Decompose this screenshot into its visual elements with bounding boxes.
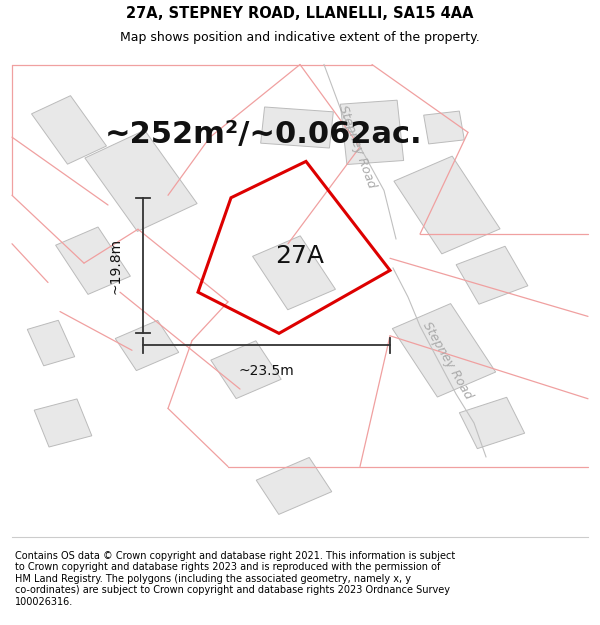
Polygon shape (32, 96, 106, 164)
Polygon shape (392, 304, 496, 397)
Text: ~19.8m: ~19.8m (109, 238, 123, 294)
Polygon shape (34, 399, 92, 447)
Polygon shape (115, 321, 179, 371)
Text: Stepney Road: Stepney Road (336, 104, 378, 190)
Text: ~23.5m: ~23.5m (239, 364, 294, 378)
Polygon shape (85, 130, 197, 231)
Text: Contains OS data © Crown copyright and database right 2021. This information is : Contains OS data © Crown copyright and d… (15, 551, 455, 607)
Polygon shape (424, 111, 464, 144)
Polygon shape (253, 236, 335, 310)
Polygon shape (256, 458, 332, 514)
Text: Map shows position and indicative extent of the property.: Map shows position and indicative extent… (120, 31, 480, 44)
Text: Stepney Road: Stepney Road (419, 319, 475, 401)
Text: ~252m²/~0.062ac.: ~252m²/~0.062ac. (105, 120, 422, 149)
Polygon shape (27, 320, 75, 366)
Text: 27A, STEPNEY ROAD, LLANELLI, SA15 4AA: 27A, STEPNEY ROAD, LLANELLI, SA15 4AA (126, 6, 474, 21)
Polygon shape (56, 227, 130, 294)
Polygon shape (394, 156, 500, 254)
Polygon shape (340, 100, 404, 164)
Polygon shape (260, 107, 334, 148)
Polygon shape (211, 341, 281, 399)
Text: 27A: 27A (275, 244, 325, 268)
Polygon shape (456, 246, 528, 304)
Polygon shape (460, 398, 524, 449)
